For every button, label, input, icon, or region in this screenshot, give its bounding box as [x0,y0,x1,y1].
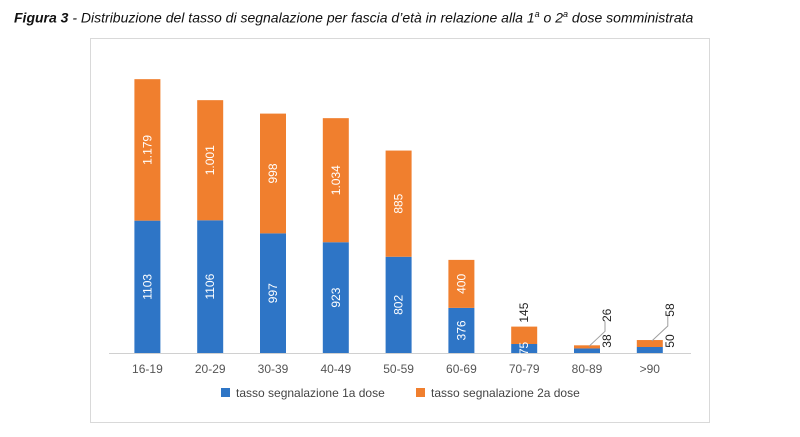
x-tick-label-0: 16-19 [132,362,163,376]
bar-dose1-4 [385,256,412,353]
bar-dose2-4 [385,150,412,257]
bar-dose1-0 [134,220,161,353]
dose2-value-label-3: 1.034 [329,165,343,195]
dose2-value-label-2: 998 [266,163,280,183]
bar-dose1-7 [574,348,600,353]
bar-dose1-8 [636,347,663,353]
bar-dose2-3 [322,118,349,243]
dose2-value-label-7: 26 [600,308,614,322]
legend-swatch-dose2 [416,388,425,397]
dose1-value-label-6: 75 [517,342,531,356]
dose2-leader-line-8 [651,316,669,342]
dose2-value-label-1: 1.001 [203,145,217,175]
legend-label-dose1: tasso segnalazione 1a dose [236,386,385,400]
figure-caption: Figura 3 - Distribuzione del tasso di se… [14,9,693,26]
x-tick-label-6: 70-79 [509,362,540,376]
x-tick-label-1: 20-29 [195,362,226,376]
x-tick-label-5: 60-69 [446,362,477,376]
dose2-leader-line-7 [588,321,606,347]
dose2-value-label-6: 145 [517,302,531,322]
bar-dose1-3 [322,242,349,353]
x-tick-label-3: 40-49 [320,362,351,376]
caption-separator: - [68,9,81,26]
bar-dose2-2 [260,113,286,234]
caption-text-middle: o 2 [539,9,564,26]
bar-dose1-6 [511,344,538,353]
bar-dose1-2 [260,233,286,353]
bar-dose1-5 [448,307,475,353]
chart-frame: 16-19 1103 1.179 20-29 1106 1.001 30-39 997 998 4… [90,38,710,423]
bar-dose2-7 [574,345,600,349]
dose1-value-label-0: 1103 [140,274,154,300]
legend-swatch-dose1 [221,388,230,397]
bar-dose2-8 [636,340,663,347]
dose1-value-label-8: 50 [663,334,677,348]
caption-sup-1: a [534,9,540,19]
dose1-value-label-5: 376 [454,320,468,340]
legend-label-dose2: tasso segnalazione 2a dose [431,386,580,400]
bar-dose2-6 [511,326,538,344]
dose2-value-label-0: 1.179 [140,135,154,165]
x-tick-label-2: 30-39 [258,362,289,376]
bar-dose2-0 [134,79,161,221]
x-tick-label-8: >90 [640,362,661,376]
x-tick-label-4: 50-59 [383,362,414,376]
dose1-value-label-2: 997 [266,283,280,303]
caption-text-after: dose somministrata [568,9,694,26]
bar-dose1-1 [197,220,224,353]
dose2-value-label-8: 58 [663,303,677,317]
stacked-bar-chart: 16-19 1103 1.179 20-29 1106 1.001 30-39 997 998 4… [109,79,691,400]
bar-dose2-5 [448,259,475,308]
figure-label: Figura 3 [14,9,69,26]
bar-dose2-1 [197,100,224,221]
dose2-value-label-5: 400 [454,274,468,294]
caption-sup-2: a [563,9,569,19]
dose1-value-label-4: 802 [392,295,406,315]
caption-text-before: Distribuzione del tasso di segnalazione … [80,9,535,26]
dose2-value-label-4: 885 [392,193,406,213]
dose1-value-label-3: 923 [329,287,343,307]
x-tick-label-7: 80-89 [572,362,603,376]
dose1-value-label-7: 38 [600,334,614,348]
dose1-value-label-1: 1106 [203,273,217,299]
